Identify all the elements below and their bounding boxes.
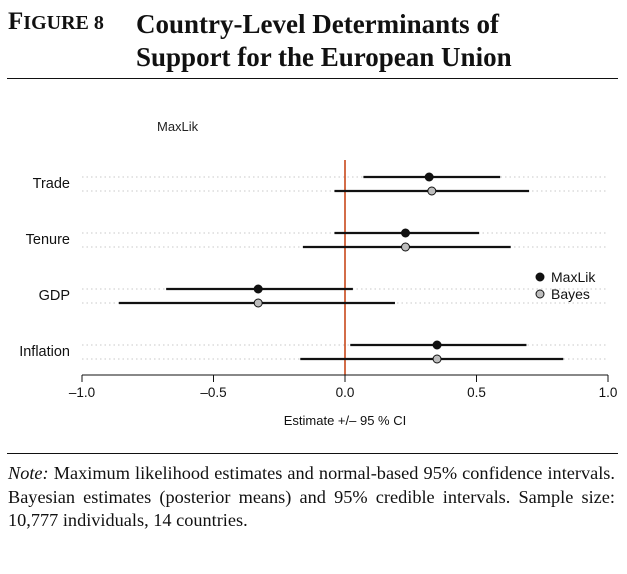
x-tick-label-1: –0.5: [200, 385, 226, 400]
legend-label-maxlik: MaxLik: [551, 269, 596, 285]
x-axis-label: Estimate +/– 95 % CI: [284, 413, 406, 428]
figure-title-line2: Support for the European Union: [136, 42, 512, 72]
category-label-tenure: Tenure: [26, 232, 70, 248]
point-maxlik-inflation: [432, 340, 442, 350]
figure-label-caps: F: [8, 8, 24, 35]
header-rule: [7, 78, 618, 80]
legend-label-bayes: Bayes: [551, 286, 590, 302]
note-text: Maximum likelihood estimates and normal-…: [8, 463, 615, 530]
legend-marker-maxlik: [535, 272, 545, 282]
figure-title-line1: Country-Level Determinants of: [136, 9, 499, 39]
point-maxlik-gdp: [253, 284, 263, 294]
caption-rule: [7, 453, 618, 455]
point-maxlik-tenure: [400, 228, 410, 238]
x-tick-label-0: –1.0: [69, 385, 95, 400]
coefficient-chart: MaxLik Trade Tenure GDP Inflation –1.0 –0.5 0.0…: [19, 119, 618, 428]
figure-label: FIGURE 8: [8, 8, 104, 36]
point-bayes-trade: [427, 186, 437, 196]
x-tick-label-2: 0.0: [336, 385, 355, 400]
point-bayes-inflation: [432, 354, 442, 364]
point-bayes-tenure: [400, 242, 410, 252]
figure-label-rest: IGURE 8: [23, 12, 104, 34]
point-maxlik-trade: [424, 172, 434, 182]
chart-subtitle: MaxLik: [157, 119, 199, 134]
x-tick-label-3: 0.5: [467, 385, 486, 400]
legend-marker-bayes: [535, 289, 545, 299]
figure-note: Note: Maximum likelihood estimates and n…: [8, 462, 615, 533]
figure-title: Country-Level Determinants of Support fo…: [136, 8, 616, 74]
x-tick-label-4: 1.0: [599, 385, 618, 400]
category-label-inflation: Inflation: [19, 344, 70, 360]
note-lead: Note:: [8, 463, 49, 483]
category-label-trade: Trade: [33, 176, 70, 192]
point-bayes-gdp: [253, 298, 263, 308]
category-label-gdp: GDP: [39, 288, 70, 304]
